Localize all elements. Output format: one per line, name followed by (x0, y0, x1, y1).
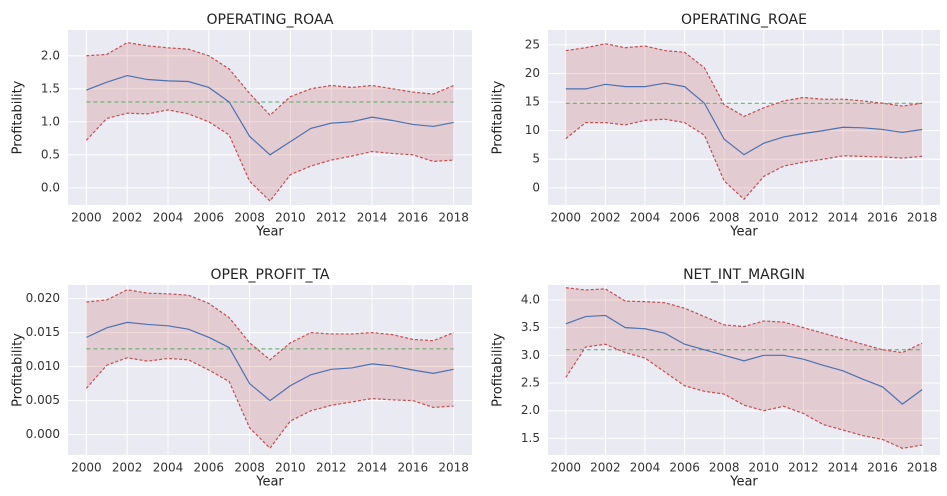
band-fill (86, 42, 454, 202)
subplot: 2000 2002 2004 2006 2008 2010 2012 2014 2016 2018… (11, 267, 472, 490)
band-fill (565, 287, 923, 449)
x-tick-label: 2008 (234, 461, 265, 475)
x-tick-label: 2018 (907, 461, 938, 475)
y-tick-label: 0.000 (26, 427, 60, 441)
y-axis-label: Profitability (491, 333, 506, 407)
y-axis-label: Profitability (491, 80, 506, 154)
plot-area (548, 30, 940, 205)
x-axis-label: Year (729, 475, 758, 490)
x-axis-label: Year (729, 225, 758, 240)
plot-area (68, 30, 472, 205)
x-tick-label: 2018 (438, 211, 469, 225)
y-tick-label: 1.0 (41, 114, 60, 128)
x-tick-label: 2004 (153, 211, 184, 225)
x-tick-label: 2002 (112, 211, 143, 225)
y-tick-label: 4.0 (521, 292, 540, 306)
mean-line (565, 82, 923, 156)
plot-area (68, 285, 472, 455)
bound-line (86, 289, 454, 361)
x-axis-label: Year (255, 225, 284, 240)
y-tick-label: 0.0 (41, 180, 60, 194)
x-tick-label: 2000 (551, 461, 582, 475)
x-tick-label: 2012 (788, 211, 819, 225)
band-fill (565, 43, 923, 200)
x-tick-label: 2000 (71, 461, 102, 475)
y-tick-label: 25 (525, 37, 540, 51)
x-tick-label: 2012 (316, 461, 347, 475)
bound-line (565, 43, 923, 118)
y-tick-label: 0.5 (41, 147, 60, 161)
subplot: 2000 2002 2004 2006 2008 2010 2012 2014 2016 2018… (491, 12, 940, 240)
x-tick-label: 2014 (357, 211, 388, 225)
y-tick-label: 3.0 (521, 348, 540, 362)
x-tick-label: 2000 (551, 211, 582, 225)
y-axis-label: Profitability (11, 80, 26, 154)
y-tick-label: 2.0 (41, 48, 60, 62)
subplot-title: NET_INT_MARGIN (683, 267, 805, 283)
y-tick-label: 10 (525, 123, 540, 137)
subplot-title: OPER_PROFIT_TA (211, 267, 330, 283)
x-tick-label: 2006 (669, 211, 700, 225)
y-axis-label: Profitability (11, 333, 26, 407)
subplot: 2000 2002 2004 2006 2008 2010 2012 2014 2016 2018… (491, 267, 940, 490)
subplot-title: OPERATING_ROAE (681, 12, 807, 28)
x-tick-label: 2006 (669, 461, 700, 475)
x-tick-label: 2016 (867, 211, 898, 225)
plot-area (548, 285, 940, 455)
y-tick-label: 1.5 (41, 81, 60, 95)
x-tick-label: 2018 (438, 461, 469, 475)
mean-line (86, 321, 454, 402)
y-tick-label: 5 (532, 152, 540, 166)
x-tick-label: 2008 (709, 461, 740, 475)
x-tick-label: 2018 (907, 211, 938, 225)
x-tick-label: 2014 (828, 461, 859, 475)
y-tick-label: 3.5 (521, 320, 540, 334)
y-tick-label: 0.005 (26, 393, 60, 407)
mean-line (86, 74, 454, 156)
x-tick-label: 2002 (112, 461, 143, 475)
bound-line (85, 109, 454, 202)
bound-line (565, 343, 923, 449)
x-tick-label: 2010 (275, 461, 306, 475)
x-tick-label: 2006 (194, 211, 225, 225)
y-tick-label: 0.020 (26, 291, 60, 305)
y-tick-label: 0.015 (26, 325, 60, 339)
x-tick-label: 2010 (749, 461, 780, 475)
x-tick-label: 2004 (153, 461, 184, 475)
x-tick-label: 2010 (749, 211, 780, 225)
y-tick-label: 0 (532, 180, 540, 194)
x-tick-label: 2002 (590, 211, 621, 225)
bound-line (565, 118, 923, 201)
x-axis-label: Year (255, 475, 284, 490)
x-tick-label: 2008 (234, 211, 265, 225)
x-tick-label: 2008 (709, 211, 740, 225)
x-tick-label: 2000 (71, 211, 102, 225)
bound-line (565, 287, 923, 354)
y-tick-label: 2.5 (521, 376, 540, 390)
x-tick-label: 2016 (867, 461, 898, 475)
y-tick-label: 20 (525, 66, 540, 80)
x-tick-label: 2016 (398, 461, 429, 475)
y-tick-label: 15 (525, 95, 540, 109)
x-tick-label: 2006 (194, 461, 225, 475)
y-tick-label: 0.010 (26, 359, 60, 373)
x-tick-label: 2004 (630, 211, 661, 225)
x-tick-label: 2014 (828, 211, 859, 225)
mean-line (565, 314, 923, 405)
y-tick-label: 2.0 (521, 403, 540, 417)
subplot: 2000 2002 2004 2006 2008 2010 2012 2014 2016 2018… (11, 12, 472, 240)
y-tick-label: 1.5 (521, 431, 540, 445)
band-fill (86, 289, 454, 449)
x-tick-label: 2002 (590, 461, 621, 475)
x-tick-label: 2004 (630, 461, 661, 475)
x-tick-label: 2014 (357, 461, 388, 475)
x-tick-label: 2016 (398, 211, 429, 225)
x-tick-label: 2010 (275, 211, 306, 225)
subplot-title: OPERATING_ROAA (206, 12, 333, 28)
x-tick-label: 2012 (788, 461, 819, 475)
x-tick-label: 2012 (316, 211, 347, 225)
